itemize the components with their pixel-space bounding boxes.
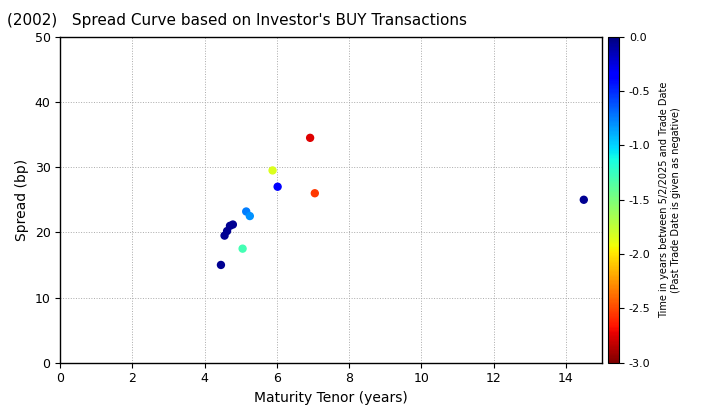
Point: [578, 197, 590, 203]
Point: [272, 184, 284, 190]
Y-axis label: Time in years between 5/2/2025 and Trade Date
(Past Trade Date is given as negat: Time in years between 5/2/2025 and Trade…: [659, 81, 680, 318]
Point: [227, 221, 238, 228]
Point: [240, 208, 252, 215]
Point: [219, 232, 230, 239]
Point: [237, 245, 248, 252]
X-axis label: Maturity Tenor (years): Maturity Tenor (years): [254, 391, 408, 405]
Point: [215, 262, 227, 268]
Y-axis label: Spread (bp): Spread (bp): [15, 159, 29, 241]
Point: [221, 228, 233, 234]
Point: [309, 190, 320, 197]
Point: [224, 223, 235, 229]
Text: (2002)   Spread Curve based on Investor's BUY Transactions: (2002) Spread Curve based on Investor's …: [7, 13, 467, 28]
Point: [305, 134, 316, 141]
Point: [267, 167, 279, 174]
Point: [244, 213, 256, 219]
